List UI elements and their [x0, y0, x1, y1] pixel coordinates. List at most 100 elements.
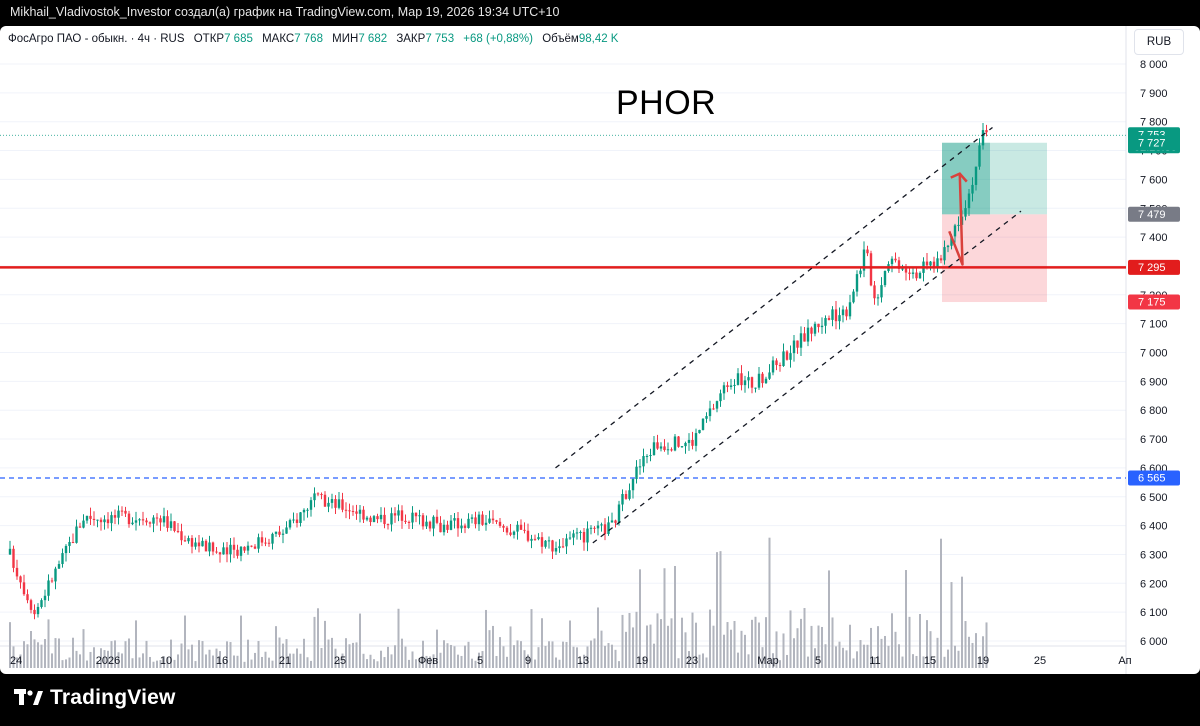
volume-bar [534, 659, 536, 668]
candle-body [845, 309, 848, 317]
candle-body [673, 436, 677, 451]
time-tick-label: 21 [279, 655, 291, 667]
candle-body [946, 245, 950, 248]
volume-bar [716, 552, 718, 668]
candle-body [729, 385, 733, 388]
candle-body [299, 512, 302, 524]
price-tick-label: 7 100 [1140, 319, 1168, 331]
volume-bar [695, 622, 697, 668]
volume-bar [611, 644, 613, 668]
volume-bar [478, 652, 480, 668]
volume-bar [33, 639, 36, 668]
candle-body [365, 517, 369, 520]
time-tick-label: 16 [216, 655, 228, 667]
candle-body [876, 297, 880, 299]
time-tick-label: 24 [10, 655, 22, 667]
volume-bar [688, 651, 690, 668]
volume-bar [915, 655, 918, 668]
candle-body [474, 517, 477, 525]
volume-bar [289, 653, 291, 668]
candle-body [64, 545, 68, 554]
volume-bar [390, 654, 393, 668]
candle-body [82, 520, 85, 528]
volume-bar [481, 651, 484, 668]
volume-bar [492, 625, 494, 668]
volume-bar [866, 644, 869, 668]
legend-open-value: 7 685 [224, 33, 253, 45]
volume-bar [366, 659, 368, 668]
price-marker-label: 7 175 [1138, 297, 1166, 309]
candle-body [897, 260, 901, 269]
volume-bar [772, 653, 774, 668]
volume-bar [726, 622, 729, 668]
candle-body [747, 377, 750, 381]
candle-body [358, 509, 362, 514]
candle-body [712, 408, 715, 410]
candle-body [817, 323, 820, 328]
volume-bar [761, 647, 764, 668]
legend-symbol[interactable]: ФосАгро ПАО - обыкн. · 4ч · RUS [8, 33, 185, 45]
volume-bar [513, 645, 515, 668]
candle-body [71, 542, 75, 544]
candle-body [624, 494, 628, 499]
candle-body [666, 449, 670, 451]
currency-button[interactable]: RUB [1134, 29, 1184, 55]
candle-body [572, 533, 575, 538]
volume-bar [523, 650, 526, 668]
candle-body [281, 533, 285, 535]
candle-body [663, 446, 666, 451]
candle-body [78, 526, 82, 528]
price-tick-label: 6 300 [1140, 549, 1168, 561]
price-tick-label: 6 200 [1140, 578, 1168, 590]
chart-legend[interactable]: ФосАгро ПАО - обыкн. · 4ч · RUS ОТКР7 68… [8, 33, 618, 45]
candle-body [103, 519, 106, 523]
volume-bar [719, 551, 722, 668]
volume-bar [75, 650, 78, 668]
candle-body [481, 514, 484, 525]
volume-bar [628, 612, 631, 668]
candle-body [544, 540, 547, 547]
candle-body [57, 564, 61, 569]
volume-bar [44, 639, 46, 668]
candle-body [386, 524, 390, 526]
volume-bar [621, 614, 624, 668]
candle-body [519, 524, 523, 530]
volume-bar [509, 626, 512, 668]
candle-body [901, 268, 904, 270]
candle-body [407, 521, 411, 523]
price-tick-label: 7 900 [1140, 88, 1168, 100]
volume-bar [324, 620, 326, 668]
candle-body [719, 393, 722, 402]
volume-bar [418, 658, 421, 668]
candle-body [85, 515, 89, 521]
volume-bar [166, 657, 169, 668]
volume-bar [786, 654, 788, 668]
volume-bar [838, 641, 841, 668]
volume-bar [551, 641, 554, 668]
volume-bar [789, 610, 792, 668]
candle-body [19, 576, 22, 583]
volume-bar [814, 648, 816, 668]
price-marker-label: 7 727 [1138, 137, 1166, 149]
volume-bar [121, 653, 123, 668]
candle-body [442, 524, 446, 533]
volume-bar [632, 627, 634, 668]
candle-body [201, 540, 204, 547]
candle-body [582, 531, 586, 543]
candle-body [435, 516, 439, 523]
candle-body [607, 522, 610, 535]
volume-bar [782, 633, 785, 668]
volume-bar [646, 625, 648, 668]
volume-bar [800, 618, 802, 668]
volume-bar [180, 643, 183, 668]
volume-bar [698, 654, 701, 668]
candle-body [554, 548, 558, 552]
time-tick-label: 15 [924, 655, 936, 667]
volume-bar [54, 638, 57, 668]
volume-bar [271, 660, 274, 668]
volume-bar [884, 635, 886, 668]
candle-body [96, 519, 99, 521]
volume-bar [667, 625, 669, 668]
